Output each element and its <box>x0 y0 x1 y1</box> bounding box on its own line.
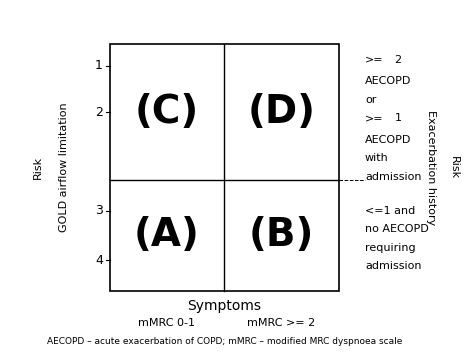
Text: or: or <box>365 95 376 105</box>
Text: requiring: requiring <box>365 243 416 253</box>
Text: GOLD airflow limitation: GOLD airflow limitation <box>59 103 69 232</box>
Text: Risk: Risk <box>33 156 43 179</box>
Text: (A): (A) <box>134 216 200 254</box>
Text: 2: 2 <box>394 55 401 65</box>
Text: mMRC >= 2: mMRC >= 2 <box>247 318 316 329</box>
FancyBboxPatch shape <box>109 44 339 291</box>
Text: (C): (C) <box>135 93 199 131</box>
Text: AECOPD: AECOPD <box>365 76 411 86</box>
Text: 1: 1 <box>95 59 103 72</box>
Text: 4: 4 <box>95 254 103 267</box>
Text: >=: >= <box>365 55 383 65</box>
Text: AECOPD: AECOPD <box>365 135 411 145</box>
Text: Risk: Risk <box>448 156 458 179</box>
Text: mMRC 0-1: mMRC 0-1 <box>138 318 195 329</box>
Text: 1: 1 <box>394 113 401 123</box>
Text: Symptoms: Symptoms <box>187 299 261 313</box>
Text: 2: 2 <box>95 106 103 119</box>
Text: (D): (D) <box>247 93 316 131</box>
Text: no AECOPD: no AECOPD <box>365 224 429 234</box>
Text: >=: >= <box>365 113 383 123</box>
Text: 3: 3 <box>95 204 103 217</box>
Text: <=1 and: <=1 and <box>365 206 415 216</box>
Text: admission: admission <box>365 261 421 271</box>
Text: AECOPD – acute exacerbation of COPD; mMRC – modified MRC dyspnoea scale: AECOPD – acute exacerbation of COPD; mMR… <box>46 337 402 346</box>
Text: Exacerbation history: Exacerbation history <box>426 110 436 225</box>
Text: (B): (B) <box>249 216 314 254</box>
Text: with: with <box>365 154 389 163</box>
Text: admission: admission <box>365 172 421 182</box>
